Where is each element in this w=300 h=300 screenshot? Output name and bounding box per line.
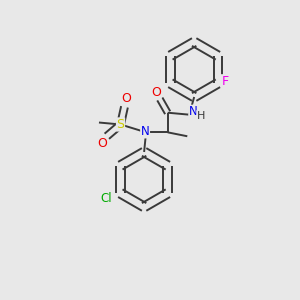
Text: N: N	[141, 125, 149, 138]
Text: S: S	[117, 118, 124, 131]
Text: F: F	[221, 75, 228, 88]
Text: O: O	[151, 85, 161, 99]
Text: H: H	[197, 111, 205, 121]
Text: N: N	[189, 105, 198, 118]
Text: O: O	[97, 136, 107, 150]
Text: Cl: Cl	[101, 192, 112, 205]
Text: O: O	[122, 92, 131, 106]
